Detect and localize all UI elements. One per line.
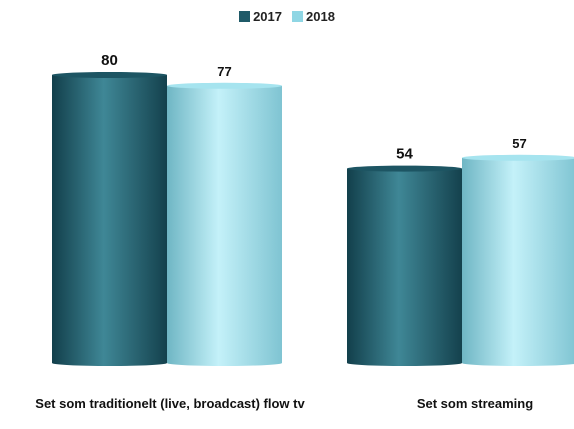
legend-label-2017: 2017	[253, 9, 282, 24]
category-label-flow-tv: Set som traditionelt (live, broadcast) f…	[35, 396, 305, 411]
legend-item-2018: 2018	[292, 9, 335, 24]
legend-item-2017: 2017	[239, 9, 282, 24]
bar-2018-0	[167, 82, 282, 366]
category-label-streaming: Set som streaming	[416, 396, 534, 411]
legend-swatch-2017	[239, 11, 251, 22]
legend-swatch-2018	[292, 11, 303, 22]
data-label-2017-0: 80	[101, 52, 118, 69]
bar-2017-0	[52, 72, 167, 366]
data-label-2017-1: 54	[396, 146, 413, 163]
data-label-2018-0: 77	[217, 64, 231, 79]
legend-label-2018: 2018	[306, 9, 335, 24]
data-label-2018-1: 57	[512, 136, 526, 151]
legend: 2017 2018	[0, 9, 574, 24]
bar-2017-1	[347, 165, 462, 366]
bar-2018-1	[462, 154, 574, 366]
